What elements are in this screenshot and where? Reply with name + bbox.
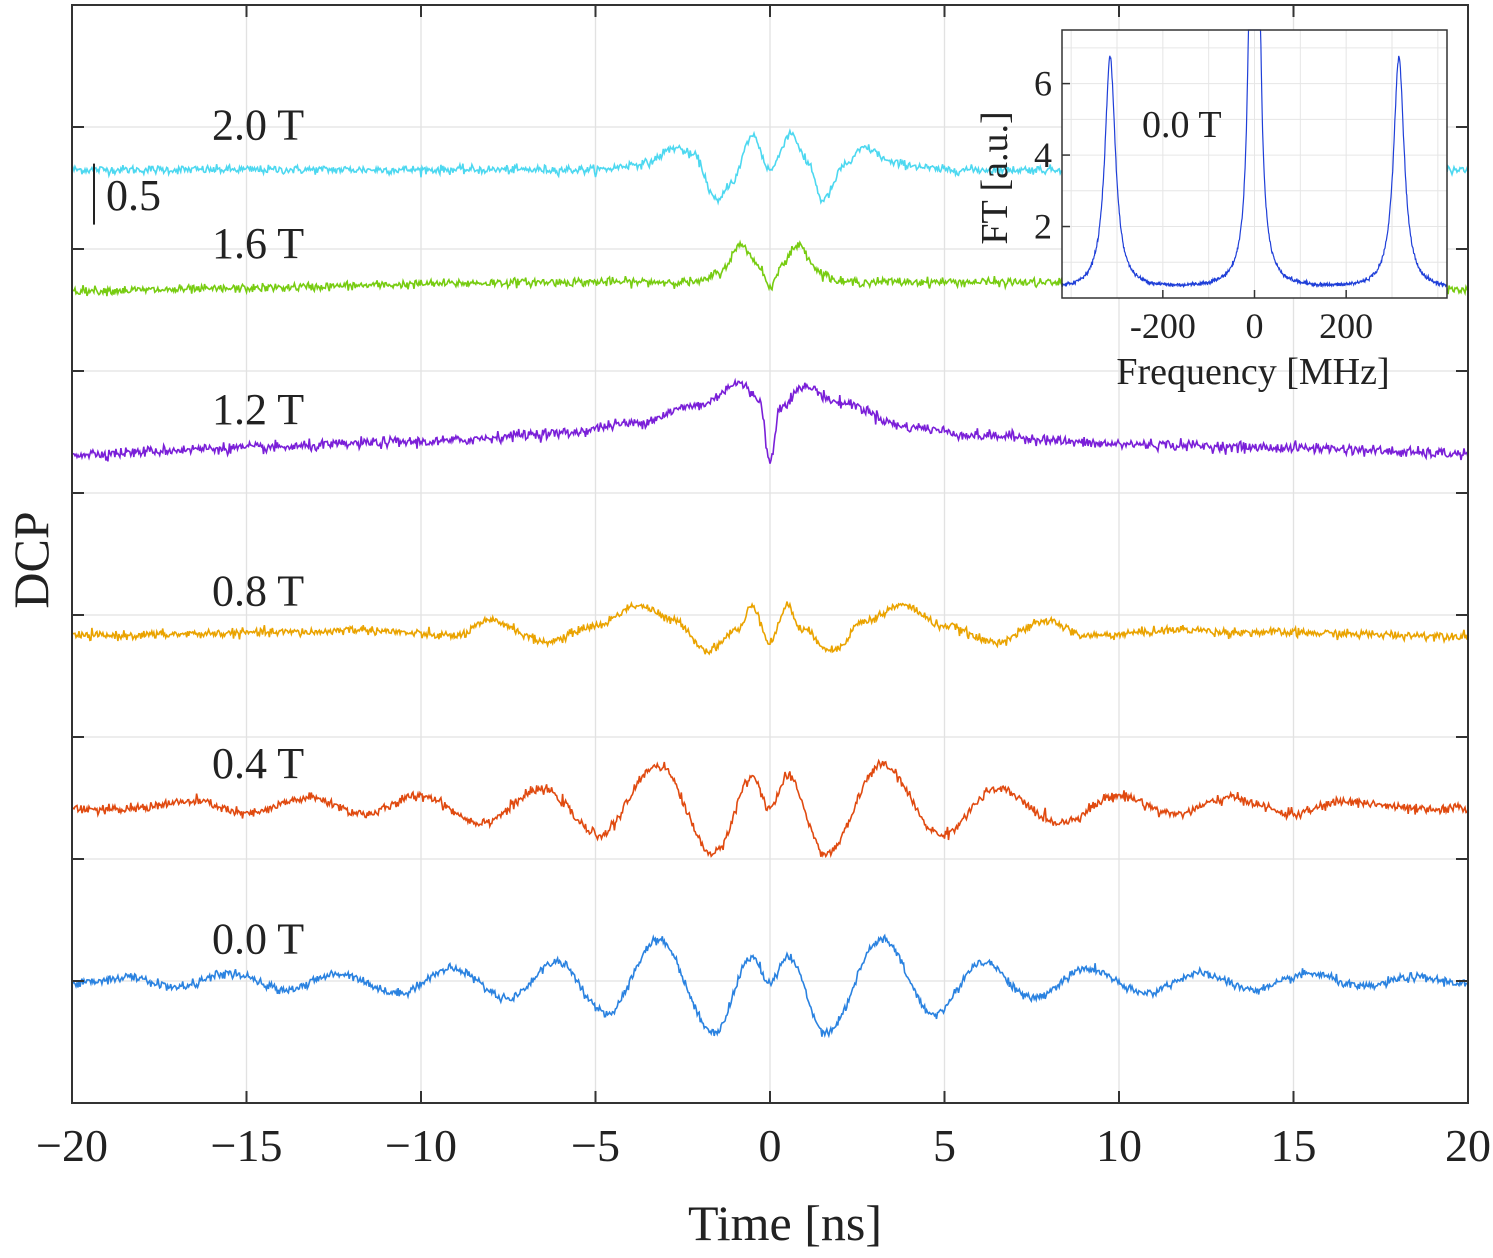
inset-field-label: 0.0 T <box>1142 104 1222 146</box>
main-grid <box>71 5 1469 1103</box>
trace-label: 1.2 T <box>212 385 304 434</box>
inset-x-axis-title: Frequency [MHz] <box>1116 351 1389 393</box>
main-axes: −20 −15 −10 −5 0 5 10 15 20 <box>36 4 1491 1171</box>
inset-x-tick-label: 0 <box>1246 306 1264 346</box>
trace-label: 2.0 T <box>212 101 304 150</box>
trace-label: 0.8 T <box>212 567 304 616</box>
trace-label: 0.4 T <box>212 739 304 788</box>
inset-grid <box>1062 30 1447 298</box>
inset-axes: -200 0 200 2 4 6 <box>1034 29 1448 346</box>
inset-y-axis-title: FT [a.u.] <box>974 111 1016 244</box>
inset-y-tick-label: 2 <box>1034 207 1052 247</box>
trace-12 <box>71 377 1469 464</box>
x-tick-label: −15 <box>211 1120 283 1171</box>
x-tick-label: −5 <box>571 1120 620 1171</box>
trace-labels: 2.0 T 1.6 T 1.2 T 0.8 T 0.4 T 0.0 T <box>212 101 304 964</box>
trace-label: 0.0 T <box>212 914 304 963</box>
inset-x-tick-label: 200 <box>1319 306 1373 346</box>
x-axis-title: Time [ns] <box>688 1195 882 1251</box>
x-tick-label: −20 <box>36 1120 108 1171</box>
trace-08 <box>71 600 1469 656</box>
inset-x-tick-label: -200 <box>1130 306 1196 346</box>
x-tick-label: 10 <box>1096 1120 1142 1171</box>
scale-bar: 0.5 <box>93 163 161 225</box>
x-tick-label: −10 <box>385 1120 457 1171</box>
trace-00 <box>71 933 1469 1039</box>
fourier-inset: -200 0 200 2 4 6 <box>1034 29 1448 346</box>
inset-y-tick-label: 4 <box>1034 135 1052 175</box>
x-tick-label: 15 <box>1271 1120 1317 1171</box>
trace-04 <box>71 758 1469 859</box>
y-axis-title: DCP <box>3 511 59 608</box>
trace-label: 1.6 T <box>212 219 304 268</box>
scale-bar-label: 0.5 <box>106 171 161 220</box>
x-tick-label: 5 <box>933 1120 956 1171</box>
x-tick-label: 0 <box>759 1120 782 1171</box>
x-tick-label: 20 <box>1445 1120 1491 1171</box>
inset-y-tick-label: 6 <box>1034 64 1052 104</box>
